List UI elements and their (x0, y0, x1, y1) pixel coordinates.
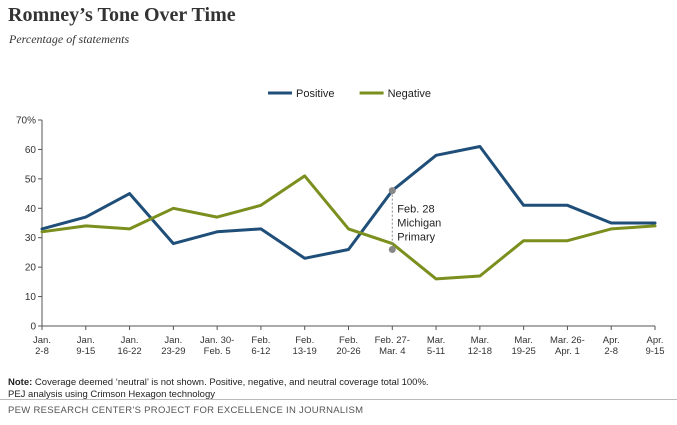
footnote-note: Note: Coverage deemed ‘neutral’ is not s… (8, 377, 429, 389)
x-tick-label: Mar. (427, 335, 445, 346)
x-tick-label: Mar. 26- (550, 335, 585, 346)
x-tick-label: 13-19 (293, 346, 317, 357)
data-point-positive (435, 154, 438, 157)
x-tick-label: Feb. (339, 335, 358, 346)
y-tick-label: 30 (25, 233, 37, 244)
annotation-marker-top (388, 187, 396, 195)
x-tick-label: Feb. (251, 335, 270, 346)
note-label: Note: (8, 377, 33, 388)
x-tick-label: 5-11 (427, 346, 445, 357)
data-point-positive (41, 227, 44, 230)
data-point-positive (610, 222, 613, 225)
x-tick-label: Feb. 5 (204, 346, 231, 357)
x-tick-label: 20-26 (336, 346, 360, 357)
data-point-positive (347, 248, 350, 251)
data-point-positive (566, 204, 569, 207)
data-point-positive (522, 204, 525, 207)
x-tick-label: 9-15 (76, 346, 95, 357)
data-point-positive (259, 227, 262, 230)
data-point-negative (41, 230, 44, 233)
y-tick-label: 10 (25, 292, 37, 303)
line-chart: 010203040506070%Jan.2-8Jan.9-15Jan.16-22… (16, 88, 665, 357)
x-tick-label: Apr. (647, 335, 664, 346)
data-point-negative (347, 227, 350, 230)
data-point-positive (478, 145, 481, 148)
data-point-negative (216, 216, 219, 219)
y-tick-label: 70% (16, 116, 36, 127)
data-point-positive (172, 242, 175, 245)
x-tick-label: Feb. (295, 335, 314, 346)
x-tick-label: Jan. (121, 335, 139, 346)
x-tick-label: 19-25 (511, 346, 535, 357)
x-tick-label: Mar. (471, 335, 489, 346)
legend-label-positive: Positive (296, 88, 335, 100)
x-tick-label: Apr. 1 (555, 346, 580, 357)
x-tick-label: Apr. (603, 335, 620, 346)
data-point-positive (128, 192, 131, 195)
x-tick-label: Mar. 4 (379, 346, 405, 357)
x-tick-label: Jan. (164, 335, 182, 346)
annotation-label: Primary (397, 232, 435, 244)
data-point-positive (654, 222, 657, 225)
footnote-source: PEJ analysis using Crimson Hexagon techn… (8, 389, 215, 400)
note-text: Coverage deemed ‘neutral’ is not shown. … (32, 377, 429, 388)
annotation-label: Feb. 28 (397, 204, 434, 216)
data-point-negative (303, 174, 306, 177)
x-tick-label: 16-22 (117, 346, 141, 357)
data-point-negative (478, 274, 481, 277)
x-tick-label: Mar. (514, 335, 532, 346)
data-point-negative (84, 224, 87, 227)
data-point-positive (303, 257, 306, 260)
data-point-negative (172, 207, 175, 210)
footer-credit: PEW RESEARCH CENTER'S PROJECT FOR EXCELL… (8, 405, 364, 416)
x-tick-label: 12-18 (468, 346, 492, 357)
x-tick-label: 2-8 (604, 346, 618, 357)
data-point-negative (522, 239, 525, 242)
x-tick-label: Jan. 30- (200, 335, 234, 346)
y-tick-label: 0 (30, 322, 36, 333)
annotation-label: Michigan (397, 218, 441, 230)
legend-label-negative: Negative (388, 88, 431, 100)
series-line-positive (40, 145, 657, 260)
footer-divider (0, 399, 677, 400)
annotation-marker-bottom (388, 245, 396, 253)
x-tick-label: Jan. (33, 335, 51, 346)
data-point-negative (259, 204, 262, 207)
chart-subtitle: Percentage of statements (9, 32, 130, 46)
chart-title: Romney’s Tone Over Time (8, 4, 236, 26)
y-tick-label: 40 (25, 204, 37, 215)
data-point-negative (435, 277, 438, 280)
y-tick-label: 20 (25, 263, 37, 274)
data-point-positive (84, 216, 87, 219)
data-point-negative (654, 224, 657, 227)
series-line-negative (40, 174, 657, 281)
x-tick-label: 23-29 (161, 346, 185, 357)
x-tick-label: Jan. (77, 335, 95, 346)
data-point-negative (128, 227, 131, 230)
y-tick-label: 50 (25, 174, 37, 185)
x-tick-label: Feb. 27- (375, 335, 410, 346)
data-point-negative (610, 227, 613, 230)
x-tick-label: 6-12 (251, 346, 270, 357)
data-point-negative (566, 239, 569, 242)
x-tick-label: 9-15 (645, 346, 664, 357)
x-tick-label: 2-8 (35, 346, 49, 357)
y-tick-label: 60 (25, 145, 37, 156)
data-point-positive (216, 230, 219, 233)
